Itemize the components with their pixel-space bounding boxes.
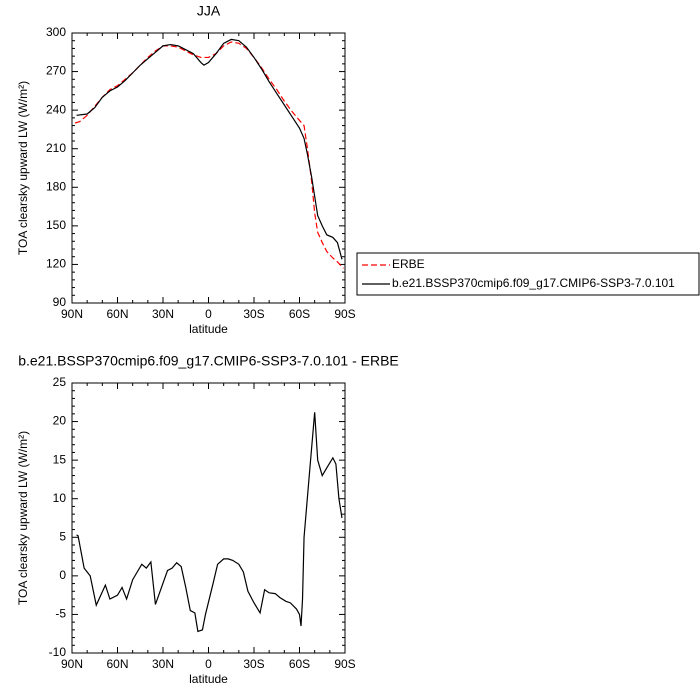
x-tick-label: 60N — [106, 657, 128, 671]
chart-title: b.e21.BSSP370cmip6.f09_g17.CMIP6-SSP3-7.… — [18, 353, 399, 369]
data-line — [76, 412, 343, 633]
x-tick-label: 0 — [205, 307, 212, 321]
y-tick-label: -5 — [55, 607, 66, 621]
y-tick-label: -10 — [49, 645, 67, 659]
y-axis-label: TOA clearsky upward LW (W/m²) — [16, 81, 30, 255]
x-tick-label: 90S — [334, 307, 355, 321]
x-axis-label: latitude — [189, 322, 228, 336]
y-tick-label: 10 — [53, 491, 67, 505]
y-tick-label: 240 — [46, 102, 66, 116]
y-tick-label: 300 — [46, 25, 66, 39]
y-tick-label: 180 — [46, 179, 66, 193]
y-tick-label: 5 — [59, 529, 66, 543]
y-tick-label: 150 — [46, 218, 66, 232]
y-tick-label: 25 — [53, 375, 67, 389]
x-tick-label: 30S — [243, 307, 264, 321]
data-line — [76, 38, 343, 260]
y-axis-label: TOA clearsky upward LW (W/m²) — [16, 431, 30, 605]
plot-frame — [71, 32, 346, 304]
legend-label: ERBE — [392, 257, 425, 271]
legend-label: b.e21.BSSP370cmip6.f09_g17.CMIP6-SSP3-7.… — [392, 276, 675, 290]
y-tick-label: 120 — [46, 257, 66, 271]
x-axis-label: latitude — [189, 672, 228, 686]
legend-box — [356, 252, 700, 296]
plot-frame — [71, 382, 346, 654]
x-tick-label: 30N — [152, 657, 174, 671]
data-line — [74, 41, 344, 269]
x-tick-label: 60N — [106, 307, 128, 321]
x-tick-label: 0 — [205, 657, 212, 671]
x-tick-label: 90N — [61, 657, 83, 671]
y-tick-label: 210 — [46, 141, 66, 155]
y-tick-label: 20 — [53, 414, 67, 428]
x-tick-label: 90S — [334, 657, 355, 671]
x-tick-label: 30S — [243, 657, 264, 671]
y-tick-label: 0 — [59, 568, 66, 582]
x-tick-label: 60S — [289, 307, 310, 321]
y-tick-label: 270 — [46, 64, 66, 78]
x-tick-label: 60S — [289, 657, 310, 671]
x-tick-label: 30N — [152, 307, 174, 321]
y-tick-label: 15 — [53, 452, 67, 466]
chart-title: JJA — [197, 3, 221, 19]
x-tick-label: 90N — [61, 307, 83, 321]
y-tick-label: 90 — [53, 295, 67, 309]
